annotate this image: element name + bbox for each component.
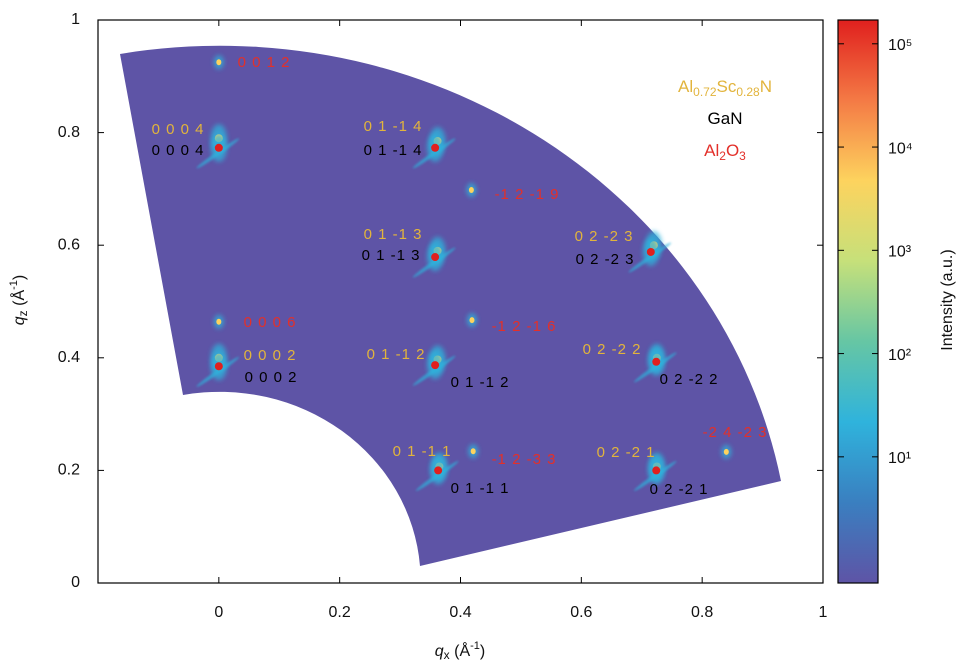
peak-label: 0 0 0 2 (245, 369, 298, 386)
peak (431, 143, 440, 152)
colorbar-tick-label: 10⁴ (888, 140, 913, 157)
peak (214, 143, 223, 152)
peak-label: 0 2 -2 1 (650, 481, 709, 498)
peak-label: 0 0 0 4 (152, 142, 205, 159)
peak (431, 361, 440, 370)
x-tick-label: 1 (819, 604, 828, 621)
peak-label: 0 2 -2 1 (597, 444, 656, 461)
peak-label: 0 1 -1 3 (364, 226, 423, 243)
peak-label: 0 2 -2 2 (583, 341, 642, 358)
x-tick-label: 0.8 (691, 604, 713, 621)
peak-label: -2 4 -2 3 (703, 424, 768, 441)
peak (214, 362, 223, 371)
peak-label: 0 1 -1 1 (393, 443, 452, 460)
peak (646, 247, 655, 256)
map-region (120, 45, 781, 567)
x-axis-label: qx (Å-1) (435, 640, 485, 662)
x-tick-label: 0 (214, 604, 223, 621)
peak-label: 0 1 -1 2 (451, 374, 510, 391)
peak (469, 317, 475, 324)
peaks (196, 55, 732, 491)
peak-label: 0 1 -1 4 (364, 142, 423, 159)
peak-label: 0 1 -1 4 (364, 118, 423, 135)
y-tick-label: 0.4 (58, 349, 80, 366)
peak-label: 0 2 -2 3 (575, 228, 634, 245)
peak-label: 0 1 -1 2 (367, 346, 426, 363)
colorbar-tick-label: 10³ (888, 244, 912, 261)
peak (723, 448, 729, 455)
y-axis-label: qz (Å-1) (8, 275, 30, 325)
peak-label: -1 2 -1 9 (495, 186, 560, 203)
colorbar (837, 19, 879, 584)
y-tick-label: 0.6 (58, 236, 80, 253)
peak-label: 0 1 -1 3 (362, 247, 421, 264)
y-tick-label: 0.2 (58, 462, 80, 479)
peak-label: 0 0 0 2 (244, 347, 297, 364)
colorbar-tick-label: 10¹ (888, 450, 911, 467)
y-tick-label: 1 (71, 11, 80, 28)
x-tick-label: 0.6 (570, 604, 592, 621)
legend-entry: Al0.72Sc0.28N (678, 77, 772, 99)
y-tick-label: 0.8 (58, 124, 80, 141)
x-tick-label: 0.4 (449, 604, 471, 621)
legend-entry: GaN (708, 109, 743, 128)
y-tick-label: 0 (71, 574, 80, 591)
peak-label: 0 2 -2 3 (576, 251, 635, 268)
colorbar-tick-label: 10⁵ (888, 37, 912, 54)
peak-label: 0 2 -2 2 (660, 371, 719, 388)
peak (434, 466, 443, 475)
peak (652, 466, 661, 475)
colorbar-label: Intensity (a.u.) (939, 249, 956, 350)
peak-label: -1 2 -3 3 (492, 451, 557, 468)
peak-label: 0 0 1 2 (238, 54, 291, 71)
peak-label: -1 2 -1 6 (492, 318, 557, 335)
peak (470, 448, 476, 455)
peak (431, 253, 440, 262)
peak-label: 0 0 0 4 (152, 121, 205, 138)
peak (468, 187, 474, 194)
legend-entry: Al2O3 (704, 141, 746, 163)
peak (216, 318, 222, 325)
x-tick-label: 0.2 (329, 604, 351, 621)
peak (216, 59, 222, 66)
peak-label: 0 0 0 6 (244, 314, 297, 331)
colorbar-tick-label: 10² (888, 347, 912, 364)
peak-label: 0 1 -1 1 (451, 480, 510, 497)
peak (652, 357, 661, 366)
